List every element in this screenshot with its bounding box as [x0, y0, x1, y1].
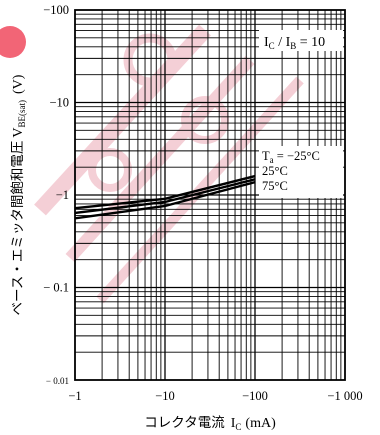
watermark-dot [0, 26, 26, 58]
x-axis-title: コレクタ電流 IC (mA) [144, 415, 276, 432]
tick-labels: −1 −10 −100 −1 000 −100 −10 −1 − 0.1 − 0.01 [43, 3, 362, 403]
y-axis-title: ベース・エミッタ間飽和電圧VBE(sat)(V) [10, 74, 27, 315]
series-line-2 [74, 178, 256, 215]
series-label-ta-minus25: Ta = −25°C [262, 149, 320, 165]
grid [75, 10, 345, 380]
y-tick-label: − 0.1 [43, 281, 69, 295]
y-tick-label: − 0.01 [46, 376, 69, 386]
x-tick-label: −1 [68, 389, 81, 403]
y-tick-label: −1 [56, 188, 69, 202]
series-group [74, 174, 256, 220]
series-label-75c: 75°C [262, 179, 288, 193]
condition-label-box: IC / IB = 10 [259, 30, 343, 51]
x-tick-label: −1 000 [327, 389, 362, 403]
plot-frame [74, 9, 346, 381]
series-labels: Ta = −25°C 25°C 75°C [259, 146, 343, 198]
y-tick-label: −10 [49, 96, 69, 110]
series-label-25c: 25°C [262, 164, 288, 178]
series-line-3 [74, 180, 256, 220]
series-line-1 [74, 174, 256, 210]
x-tick-label: −10 [155, 389, 175, 403]
condition-label: IC / IB = 10 [264, 35, 325, 51]
x-tick-label: −100 [242, 389, 268, 403]
y-tick-label: −100 [43, 3, 69, 17]
